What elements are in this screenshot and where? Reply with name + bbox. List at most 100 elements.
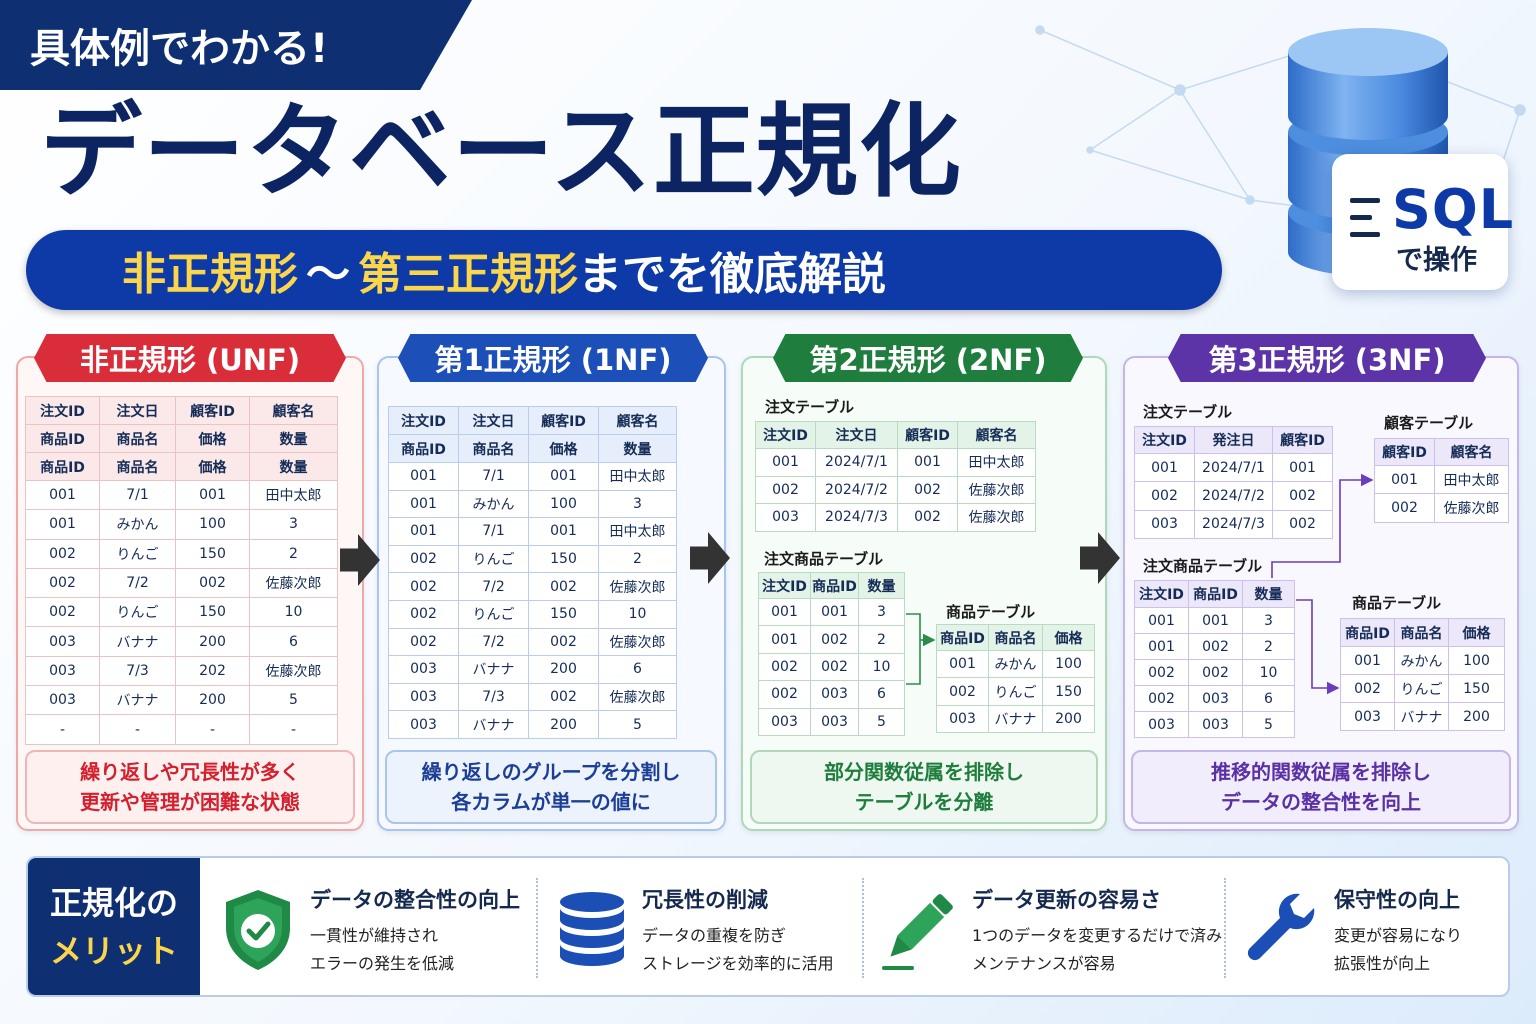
kicker-banner: 具体例でわかる! xyxy=(0,0,472,90)
kicker-text: 具体例でわかる! xyxy=(30,26,329,72)
table-cell: 200 xyxy=(528,710,599,739)
merit-line1: 1つのデータを変更するだけで済み xyxy=(972,926,1223,945)
table-cell: 田中太郎 xyxy=(1434,464,1509,495)
table-cell: 200 xyxy=(175,685,250,716)
table-cell: 田中太郎 xyxy=(249,479,338,511)
table-row: 003 003 5 xyxy=(1134,711,1295,738)
table-cell: 002 xyxy=(755,475,816,505)
table-cell: りんご xyxy=(458,544,529,574)
table-cell: 150 xyxy=(1448,674,1505,703)
table-row: 002 りんご 150 2 xyxy=(25,538,338,569)
unf-title: 非正規形 (UNF) xyxy=(34,334,346,382)
column-header: 顧客名 xyxy=(1434,438,1509,466)
table-cell: 7/2 xyxy=(458,572,529,601)
subtitle-bar: 非正規形 ～ 第三正規形 までを徹底解説 xyxy=(26,230,1222,310)
table-cell: 003 xyxy=(1134,509,1195,539)
column-header: 商品名 xyxy=(1394,618,1449,647)
3nf-note: 推移的関数従属を排除し データの整合性を向上 xyxy=(1131,750,1511,824)
table-cell: 001 xyxy=(755,448,816,477)
column-header: 価格 xyxy=(1448,618,1505,647)
table-cell: 202 xyxy=(175,655,250,687)
2nf-orders-label: 注文テーブル xyxy=(765,398,855,416)
column-header: 商品ID xyxy=(810,572,859,599)
table-cell: 2024/7/1 xyxy=(1194,452,1273,483)
column-header: 顧客ID xyxy=(528,406,599,435)
column-header: 商品名 xyxy=(458,434,529,463)
pencil-icon xyxy=(882,894,953,970)
2nf-title: 第2正規形 (2NF) xyxy=(773,334,1083,382)
table-cell: 002 xyxy=(810,652,859,682)
table-cell: りんご xyxy=(988,677,1043,706)
table-row: 001 みかん 100 xyxy=(936,649,1095,679)
divider xyxy=(536,878,538,978)
table-cell: 003 xyxy=(388,710,459,739)
table-cell: - xyxy=(25,714,100,745)
table-cell: 001 xyxy=(175,479,250,511)
table-cell: 2024/7/2 xyxy=(1194,481,1273,511)
table-row: 001 7/1 001 田中太郎 xyxy=(388,462,677,491)
column-header: 顧客名 xyxy=(957,421,1036,449)
table-cell: りんご xyxy=(99,538,176,569)
table-cell: 佐藤次郎 xyxy=(598,682,677,712)
table-cell: 3 xyxy=(858,597,905,627)
column-header: 注文ID xyxy=(25,396,100,425)
table-cell: 2 xyxy=(858,625,905,654)
table-cell: 5 xyxy=(858,707,905,736)
table-header-row: 注文ID 発注日 顧客ID xyxy=(1134,426,1333,454)
table-cell: 5 xyxy=(1242,711,1295,738)
subtitle-tilde: ～ xyxy=(306,249,350,300)
merit-item-update: データ更新の容易さ 1つのデータを変更するだけで済み メンテナンスが容易 xyxy=(878,858,1248,995)
table-cell: 佐藤次郎 xyxy=(249,655,338,687)
column-header: 注文ID xyxy=(388,406,459,435)
table-cell: 5 xyxy=(249,685,338,716)
table-cell: 2 xyxy=(598,544,677,574)
table-cell: 003 xyxy=(25,626,100,657)
divider xyxy=(1224,878,1226,978)
unf-table: 注文ID 注文日 顧客ID 顧客名 商品ID 商品名 価格 数量 商品ID 商品名 価格 数量 001 7… xyxy=(25,396,338,745)
table-cell: 002 xyxy=(897,475,958,505)
column-header: 商品名 xyxy=(99,452,176,481)
3nf-products-label: 商品テーブル xyxy=(1352,594,1442,612)
table-cell: 001 xyxy=(936,649,989,679)
column-header: 数量 xyxy=(1242,580,1295,608)
table-row: 002 りんご 150 10 xyxy=(25,597,338,628)
table-cell: 001 xyxy=(1134,633,1189,660)
sql-badge-sub: で操作 xyxy=(1396,245,1477,276)
column-header: 商品ID xyxy=(1340,618,1395,647)
column-header: 価格 xyxy=(175,452,250,481)
table-header-row: 商品ID 商品名 価格 数量 xyxy=(25,452,338,481)
column-header: 注文ID xyxy=(1134,580,1189,608)
merit-heading: データ更新の容易さ xyxy=(972,888,1161,912)
table-cell: 001 xyxy=(1272,452,1333,483)
table-cell: 100 xyxy=(528,489,599,519)
subtitle-rest: までを徹底解説 xyxy=(578,249,886,300)
column-header: 顧客名 xyxy=(249,396,338,425)
table-cell: 佐藤次郎 xyxy=(957,475,1036,505)
table-cell: 6 xyxy=(598,655,677,684)
table-cell: 003 xyxy=(25,685,100,716)
2nf-orders-table: 注文ID 注文日 顧客ID 顧客名 001 2024/7/1 001 田中太郎 002 2024/… xyxy=(755,421,1036,532)
table-cell: 001 xyxy=(528,517,599,546)
table-cell: 佐藤次郎 xyxy=(1434,493,1509,523)
table-cell: 001 xyxy=(528,462,599,491)
table-cell: 100 xyxy=(175,509,250,540)
table-row: 002 りんご 150 xyxy=(936,677,1095,706)
table-cell: 002 xyxy=(1134,481,1195,511)
table-row: 001 みかん 100 xyxy=(1340,646,1505,675)
table-row: 002 003 6 xyxy=(758,680,905,709)
column-header: 商品名 xyxy=(988,624,1043,651)
table-cell: 001 xyxy=(25,479,100,511)
table-cell: 2 xyxy=(249,538,338,569)
merit-line2: メンテナンスが容易 xyxy=(972,954,1116,973)
2nf-note: 部分関数従属を排除し テーブルを分離 xyxy=(750,750,1098,824)
table-cell: 002 xyxy=(25,538,100,569)
column-header: 注文日 xyxy=(458,406,529,435)
table-cell: 7/3 xyxy=(458,682,529,712)
table-row: 001 みかん 100 3 xyxy=(388,489,677,519)
table-cell: 003 xyxy=(388,655,459,684)
table-row: 002 りんご 150 xyxy=(1340,674,1505,703)
table-cell: 002 xyxy=(1374,493,1435,523)
2nf-order-items-table: 注文ID 商品ID 数量 001 001 3 001 002 2 002 002 10 002 003 6 0… xyxy=(758,572,905,736)
table-cell: バナナ xyxy=(988,704,1043,734)
table-cell: - xyxy=(175,714,250,745)
